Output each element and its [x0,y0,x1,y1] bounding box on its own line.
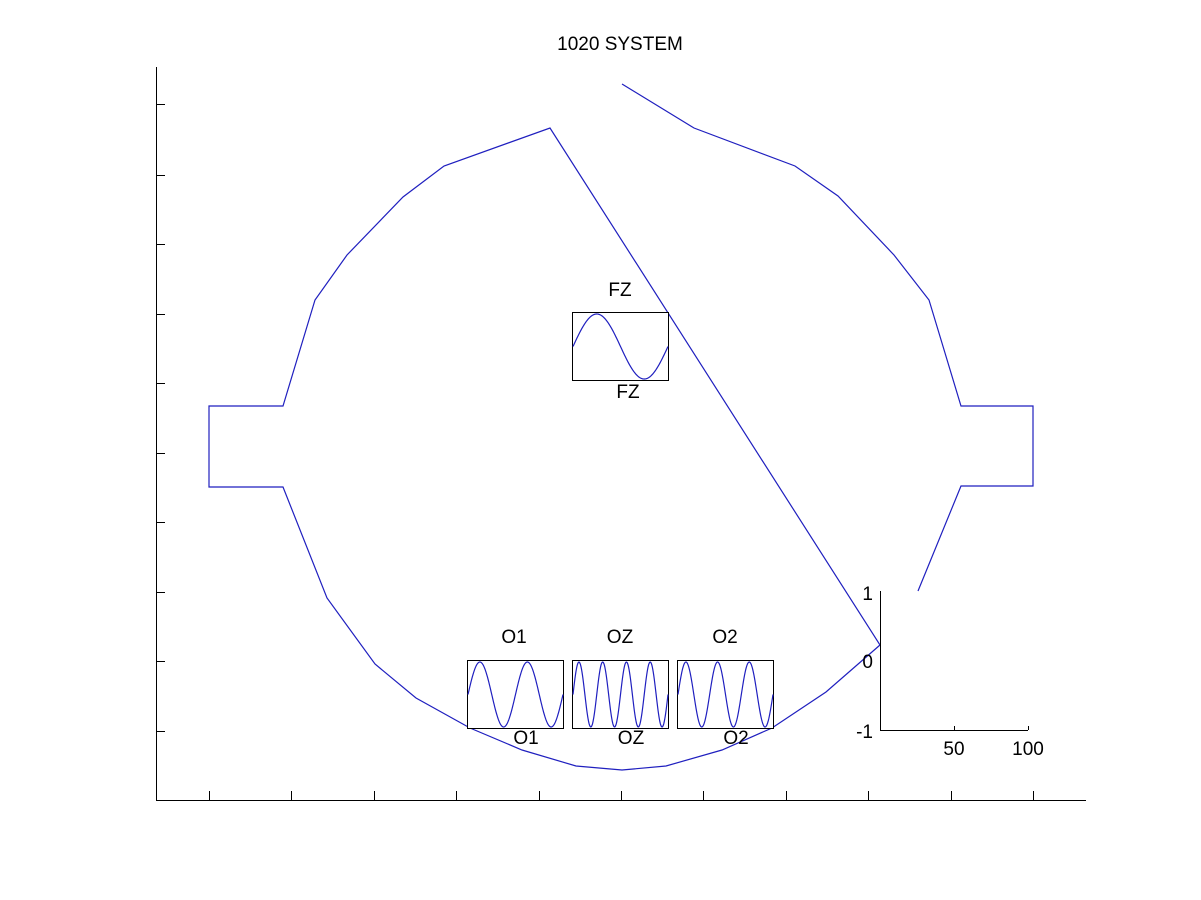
channel-o1-top-label: O1 [501,627,526,648]
figure-title: 1020 SYSTEM [557,34,683,55]
channel-fz-top-label: FZ [608,280,632,301]
channel-o1-box [467,660,564,729]
channel-o1-bottom-label: O1 [513,728,538,749]
channel-o2: O2 O2 [677,627,774,749]
channel-oz-waveform [572,661,669,728]
scale-y-tick-label-0: 0 [862,652,873,673]
channel-fz: FZ FZ [572,280,669,403]
scale-axes: 1 0 -1 50 100 [856,584,1044,760]
main-y-ticks [156,104,165,732]
scale-y-tick-label-neg1: -1 [856,722,873,743]
head-outline [208,83,1034,771]
channel-oz-top-label: OZ [607,627,634,648]
channel-o1: O1 O1 [467,627,564,749]
main-x-ticks [209,791,1034,800]
scale-x-tick-label-50: 50 [943,739,964,760]
channel-fz-bottom-label: FZ [616,382,640,403]
channel-o2-top-label: O2 [712,627,737,648]
channel-o2-waveform [677,661,774,728]
main-axes [156,67,1086,801]
channel-oz-bottom-label: OZ [618,728,645,749]
channel-o1-waveform [467,661,564,728]
scale-x-tick-label-100: 100 [1012,739,1044,760]
channel-fz-waveform [572,313,669,380]
channel-o2-bottom-label: O2 [723,728,748,749]
scale-y-tick-label-1: 1 [862,584,873,605]
channel-oz: OZ OZ [572,627,669,749]
